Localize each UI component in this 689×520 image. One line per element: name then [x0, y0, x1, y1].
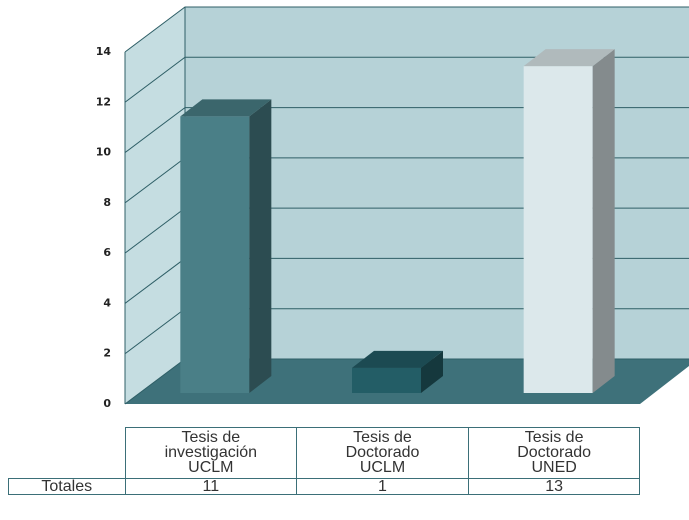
bar: [352, 350, 443, 393]
y-tick-label: 12: [96, 95, 111, 108]
bar-side: [249, 99, 272, 393]
values-row: Totales 11 1 13: [8, 477, 641, 495]
y-tick-label: 4: [103, 296, 111, 309]
bar: [523, 49, 615, 394]
y-tick-label: 10: [96, 146, 112, 159]
row-label: Totales: [8, 477, 126, 495]
plot: 0 2 4 6 8 10 12 14: [96, 6, 689, 410]
bar-top: [180, 99, 272, 117]
y-tick-label: 14: [96, 45, 112, 58]
y-tick-label: 8: [103, 196, 111, 209]
y-tick-label: 2: [103, 347, 111, 360]
header-row: Tesis de investigación UCLM Tesis de Doct…: [9, 427, 641, 479]
bar: [180, 99, 272, 393]
category-label: Tesis de investigación UCLM: [124, 427, 298, 479]
bar-side: [421, 350, 443, 393]
bar-top: [523, 49, 615, 67]
data-table: Tesis de investigación UCLM Tesis de Doct…: [8, 427, 641, 495]
value-cell: 11: [124, 477, 298, 495]
grid-line: [124, 6, 689, 53]
category-label: Tesis de Doctorado UNED: [467, 427, 641, 479]
side-wall: [125, 7, 185, 404]
y-tick-label: 0: [103, 397, 111, 410]
grid-line: [124, 56, 689, 103]
value-cell: 13: [467, 477, 641, 495]
grid-line: [124, 107, 689, 153]
value-cell: 1: [296, 477, 469, 495]
bar-front: [180, 116, 250, 393]
category-label: Tesis de Doctorado UCLM: [296, 427, 469, 479]
y-tick-label: 6: [103, 246, 111, 259]
bar-top: [352, 350, 443, 368]
bar-side: [592, 49, 615, 394]
bar-front: [523, 66, 593, 394]
bar-front: [352, 367, 421, 393]
empty-cell: [9, 428, 126, 479]
